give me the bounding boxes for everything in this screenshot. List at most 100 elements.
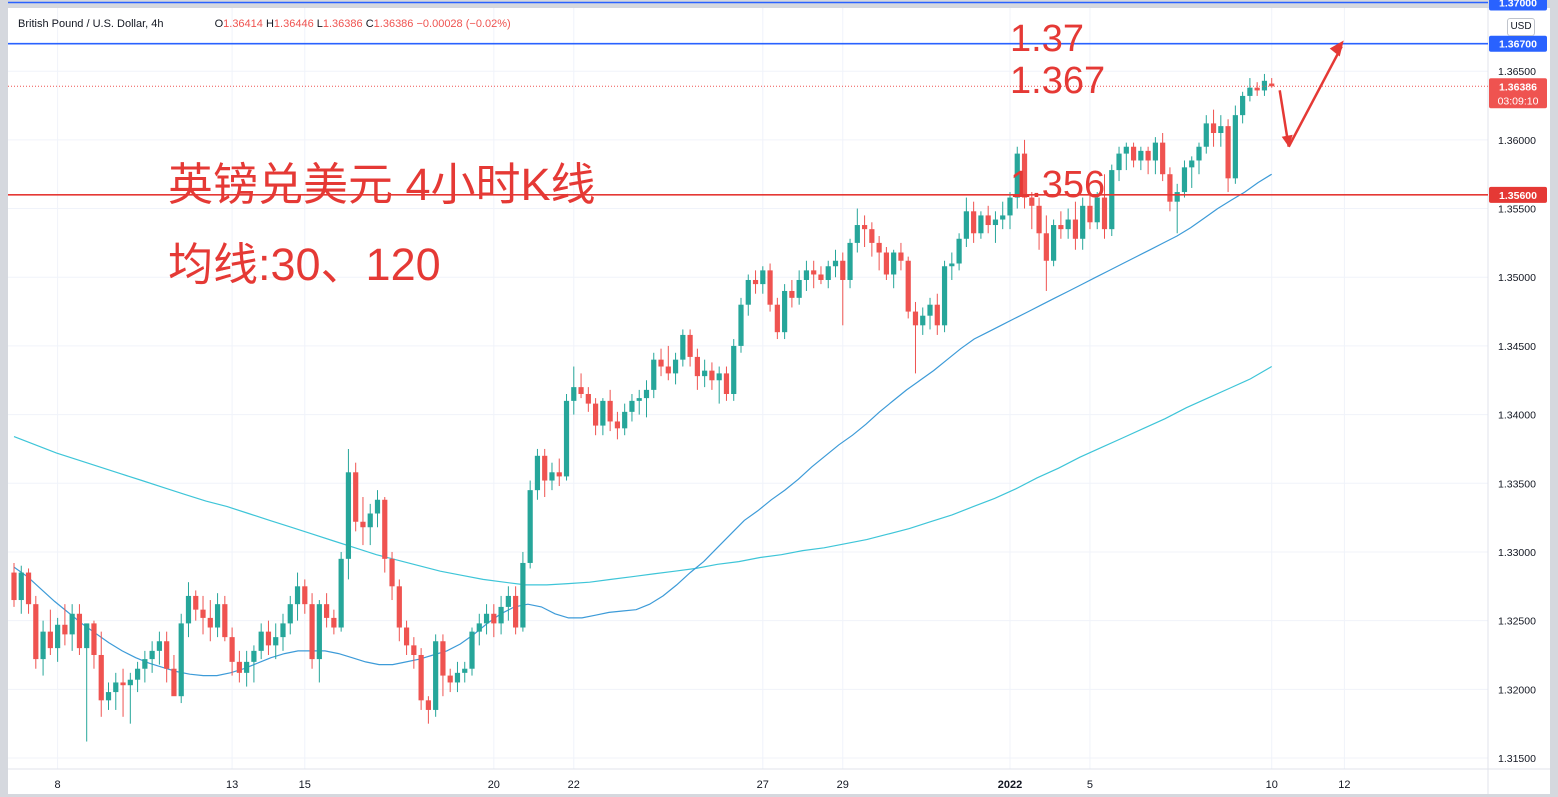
candle-body [374, 499, 381, 514]
candle [752, 270, 759, 294]
candle [1247, 78, 1253, 102]
candle-body [774, 304, 780, 333]
candle-body [1058, 225, 1064, 230]
candle-body [622, 411, 628, 429]
candle [1167, 167, 1173, 212]
candle-body [549, 472, 555, 481]
candle [782, 284, 788, 340]
candle-body [811, 270, 817, 275]
candle [1130, 142, 1137, 168]
candle [178, 613, 184, 704]
price-tag-label: 1.37000 [1499, 0, 1537, 10]
currency-button[interactable]: USD [1507, 18, 1535, 36]
candle-body [491, 613, 497, 624]
candle [905, 256, 911, 319]
candle-body [1254, 87, 1260, 91]
y-tick-label: 1.35000 [1498, 272, 1536, 284]
candle-body [55, 624, 61, 649]
candle-body [164, 641, 170, 669]
candle-body [389, 558, 395, 587]
candle-body [120, 682, 126, 686]
price-tag [1489, 35, 1547, 52]
candle [505, 586, 511, 621]
candle [694, 348, 700, 390]
candle-body [1080, 205, 1086, 239]
candle [774, 297, 780, 340]
candle-body [927, 304, 933, 316]
candle [1210, 109, 1217, 147]
y-tick-label: 1.32000 [1498, 684, 1536, 696]
candle-body [978, 215, 984, 234]
candle [214, 593, 221, 638]
candle-body [1145, 150, 1151, 161]
candle [585, 387, 591, 412]
candle [98, 631, 104, 717]
candle [331, 609, 337, 635]
candle [55, 617, 61, 662]
candle-body [1087, 205, 1093, 223]
candle [840, 252, 846, 326]
open-value: 1.36414 [223, 18, 263, 30]
candle-body [1065, 219, 1071, 230]
candle [142, 650, 148, 683]
candle-body [454, 672, 461, 683]
candle-body [76, 613, 83, 649]
candle-body [883, 252, 889, 275]
candle-body [396, 586, 402, 628]
candle [164, 631, 170, 683]
candle-body [1101, 197, 1108, 230]
candle [207, 600, 213, 642]
candle-body [600, 400, 606, 426]
candle-body [1036, 205, 1042, 234]
candle [898, 242, 904, 271]
candle [367, 503, 373, 546]
symbol-name[interactable]: British Pound / U.S. Dollar, 4h [18, 18, 164, 30]
candle [629, 393, 635, 422]
candle-body [687, 334, 693, 357]
candle-body [920, 315, 926, 326]
candle-body [585, 393, 591, 404]
candle-body [694, 356, 700, 377]
y-tick-label: 1.33000 [1498, 547, 1536, 559]
candle [1116, 146, 1122, 182]
candle [985, 205, 991, 234]
candle-body [1014, 153, 1020, 198]
candle-body [527, 490, 533, 563]
candle-body [18, 572, 24, 601]
candle-body [447, 675, 453, 683]
candle [869, 222, 875, 257]
candle [498, 595, 504, 635]
candle-body [912, 311, 919, 326]
candle-body [1138, 150, 1144, 161]
candle-body [680, 334, 686, 360]
candle-body [1109, 170, 1115, 230]
grid [8, 8, 1488, 769]
candle [600, 398, 606, 436]
candle-body [331, 617, 337, 628]
candle-body [1189, 160, 1195, 168]
candle [571, 366, 577, 415]
candle [265, 620, 272, 655]
candle [462, 661, 468, 683]
candle-body [200, 609, 206, 618]
candle [244, 650, 250, 687]
candle [302, 579, 308, 614]
candle-body [891, 252, 897, 275]
candle [723, 366, 730, 401]
candle [287, 595, 293, 635]
candle-body [665, 366, 671, 374]
candle-body [1210, 123, 1217, 134]
candle [76, 604, 83, 655]
candle [236, 650, 242, 683]
candle [745, 274, 751, 316]
candle-body [723, 373, 730, 394]
candle-body [302, 586, 308, 605]
candle [1021, 139, 1028, 209]
candle [1225, 119, 1231, 193]
annotation-level-1356: 1.356 [1010, 164, 1106, 206]
candle [1123, 142, 1129, 171]
candle [607, 389, 613, 432]
price-tag [1489, 0, 1547, 11]
